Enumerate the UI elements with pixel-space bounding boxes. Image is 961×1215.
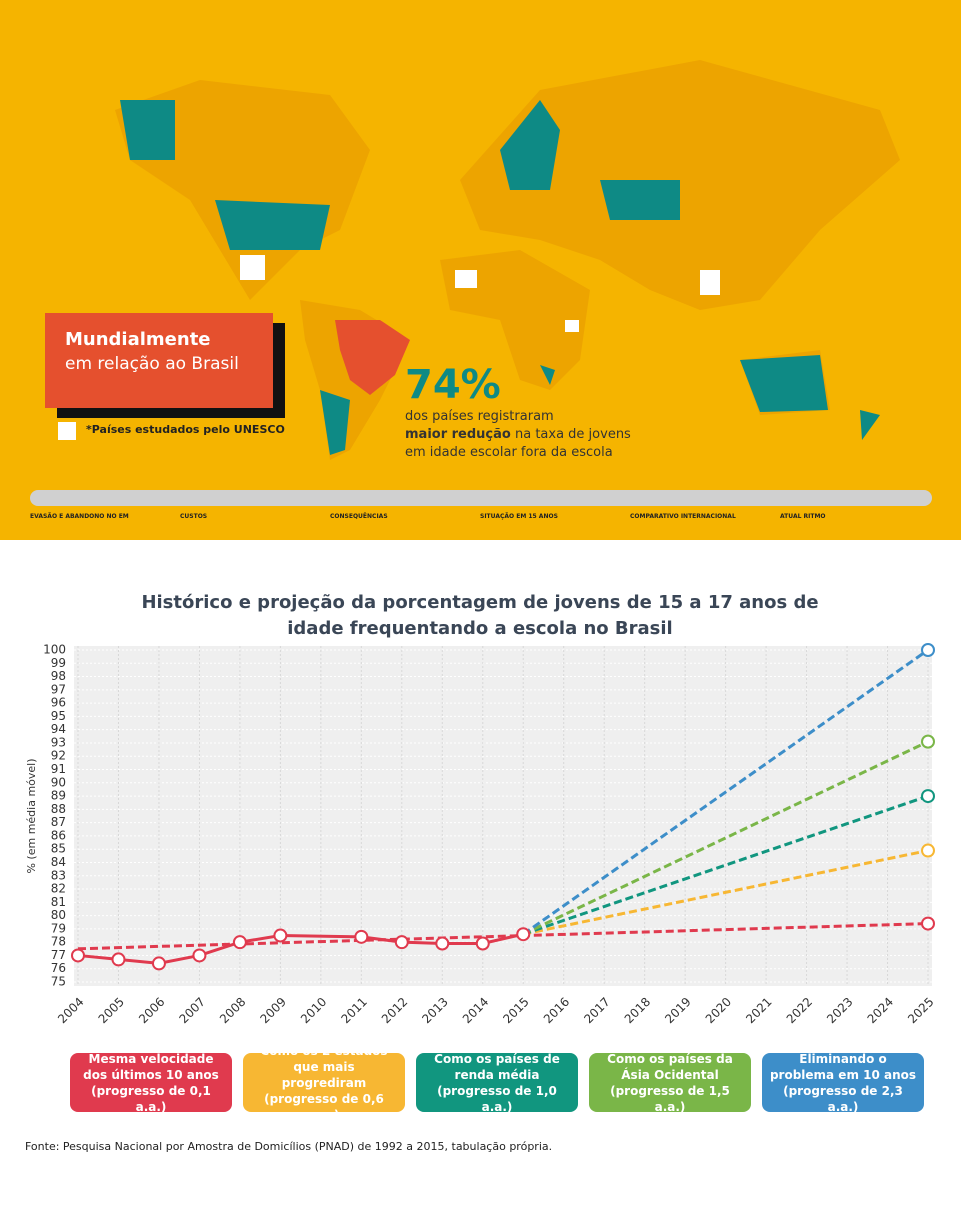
point (435, 936, 450, 951)
y-tick-label: 90 (51, 775, 66, 789)
point (921, 916, 935, 931)
point (192, 948, 207, 963)
stat-text: maior redução na taxa de jovens (405, 426, 631, 444)
x-tick-label: 2013 (419, 995, 450, 1026)
x-tick-label: 2017 (581, 995, 612, 1026)
point (111, 952, 126, 967)
x-tick-label: 2014 (460, 995, 491, 1026)
y-tick-label: 82 (51, 882, 66, 896)
stat: 74% dos países registraram maior redução… (405, 362, 631, 462)
legend-item: Mesma velocidade dos últimos 10 anos (pr… (70, 1052, 232, 1114)
legend-item: Eliminando o problema em 10 anos (progre… (762, 1052, 924, 1114)
y-tick-label: 83 (51, 868, 66, 882)
point (232, 935, 247, 950)
stat-bold: maior redução (405, 427, 511, 442)
y-axis-label: % (em média móvel) (25, 758, 38, 873)
stat-text: em idade escolar fora da escola (405, 445, 613, 460)
y-tick-label: 80 (51, 908, 66, 922)
x-tick-label: 2004 (55, 995, 86, 1026)
series-line (522, 648, 929, 936)
y-tick-label: 96 (51, 696, 66, 710)
x-tick-label: 2006 (136, 995, 167, 1026)
point (921, 843, 935, 858)
infographic: Mundialmente em relação ao Brasil *Paíse… (0, 0, 961, 540)
world-map (115, 60, 900, 460)
y-tick-label: 81 (51, 895, 66, 909)
point (354, 929, 369, 944)
y-tick-label: 95 (51, 709, 66, 723)
y-tick-label: 79 (51, 921, 66, 935)
y-tick-label: 86 (51, 828, 66, 842)
point (394, 935, 409, 950)
y-tick-label: 85 (51, 842, 66, 856)
y-tick-label: 76 (51, 961, 66, 975)
timeline-bar[interactable] (30, 490, 932, 506)
x-tick-label: 2010 (298, 995, 329, 1026)
subheading: em relação ao Brasil (65, 354, 239, 374)
x-tick-label: 2007 (177, 995, 208, 1026)
legend-item: Como os países de renda média (progresso… (416, 1052, 578, 1114)
x-tick-label: 2018 (622, 995, 653, 1026)
x-tick-label: 2021 (743, 995, 774, 1026)
y-tick-label: 100 (43, 643, 66, 657)
stat-text: na taxa de jovens (514, 427, 631, 442)
y-tick-label: 87 (51, 815, 66, 829)
y-tick-label: 93 (51, 735, 66, 749)
legend-swatch (58, 422, 76, 440)
timeline-label[interactable]: SITUAÇÃO EM 15 ANOS (480, 513, 558, 520)
x-tick-label: 2025 (905, 995, 936, 1026)
x-tick-label: 2020 (703, 995, 734, 1026)
y-tick-label: 92 (51, 749, 66, 763)
y-tick-label: 88 (51, 802, 66, 816)
y-tick-label: 77 (51, 948, 66, 962)
point (921, 643, 935, 657)
x-tick-label: 2023 (824, 995, 855, 1026)
y-tick-label: 97 (51, 682, 66, 696)
x-tick-label: 2009 (257, 995, 288, 1026)
x-tick-label: 2019 (662, 995, 693, 1026)
chart-title: Histórico e projeção da porcentagem de j… (141, 592, 819, 639)
timeline-label[interactable]: EVASÃO E ABANDONO NO EM (30, 513, 129, 520)
x-tick-label: 2016 (541, 995, 572, 1026)
point (516, 927, 531, 942)
x-tick-label: 2022 (784, 995, 815, 1026)
x-tick-label: 2011 (338, 995, 369, 1026)
series-line (522, 740, 929, 936)
legend-text: *Países estudados pelo UNESCO (86, 423, 285, 436)
x-tick-label: 2005 (96, 995, 127, 1026)
y-tick-label: 94 (51, 722, 66, 736)
y-tick-label: 98 (51, 669, 66, 683)
point (273, 928, 288, 943)
timeline-label[interactable]: ATUAL RITMO (780, 513, 826, 520)
y-tick-label: 89 (51, 789, 66, 803)
point (921, 789, 935, 804)
stat-value: 74% (405, 362, 501, 408)
point (921, 734, 935, 749)
point (475, 936, 490, 951)
y-tick-label: 91 (51, 762, 66, 776)
y-tick-label: 84 (51, 855, 66, 869)
x-tick-label: 2012 (379, 995, 410, 1026)
timeline-label[interactable]: CONSEQUÊNCIAS (330, 513, 388, 520)
point (71, 948, 85, 963)
x-tick-label: 2024 (865, 995, 896, 1026)
chart: 7576777879808182838485868788899091929394… (25, 643, 937, 1027)
series-line (77, 922, 929, 951)
x-tick-label: 2008 (217, 995, 248, 1026)
heading: Mundialmente (65, 329, 211, 350)
y-tick-label: 75 (51, 975, 66, 989)
y-tick-label: 78 (51, 935, 66, 949)
heading-box: Mundialmente em relação ao Brasil (45, 313, 273, 408)
source: Fonte: Pesquisa Nacional por Amostra de … (25, 1140, 553, 1153)
legend-item: Como os países da Ásia Ocidental (progre… (589, 1052, 751, 1114)
y-tick-label: 99 (51, 656, 66, 670)
timeline-label[interactable]: COMPARATIVO INTERNACIONAL (630, 513, 736, 520)
point (151, 956, 166, 971)
timeline-label[interactable]: CUSTOS (180, 513, 208, 520)
stat-text: dos países registraram (405, 409, 554, 424)
series-line (522, 849, 929, 936)
legend-item: Como os 2 estados que mais progrediram (… (243, 1044, 405, 1122)
x-tick-label: 2015 (500, 995, 531, 1026)
